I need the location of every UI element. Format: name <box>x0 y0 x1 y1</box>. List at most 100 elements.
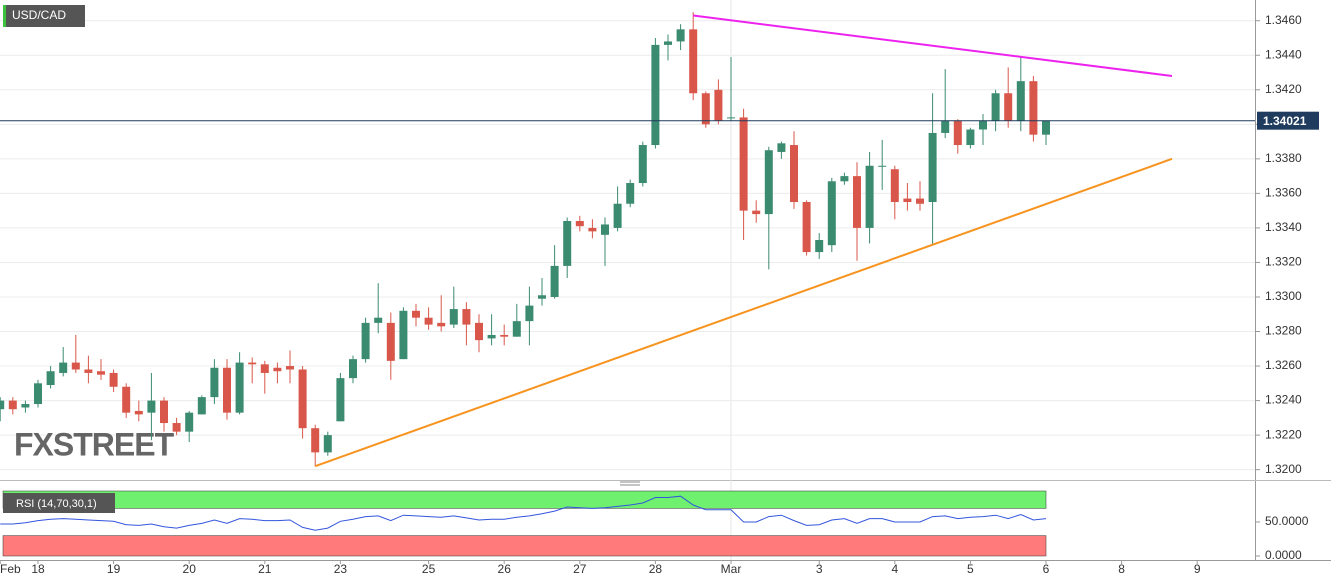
x-tick-label: 28 <box>649 562 663 576</box>
y-tick-label: 1.3460 <box>1265 13 1302 27</box>
trendline <box>693 14 1173 77</box>
candle-body <box>575 221 584 227</box>
y-tick-label: 1.3220 <box>1265 427 1302 441</box>
candle-body <box>563 221 572 266</box>
candle-body <box>97 371 105 375</box>
candle-body <box>739 117 748 211</box>
x-tick-label: 3 <box>816 562 823 576</box>
y-tick-label: 1.3200 <box>1265 462 1302 476</box>
y-tick-label: 1.3300 <box>1265 289 1302 303</box>
candle-body <box>235 362 244 413</box>
candle-body <box>437 322 446 327</box>
panel-handle[interactable] <box>620 481 640 486</box>
x-tick-label: Mar <box>721 562 742 576</box>
x-tick-label: 8 <box>1118 562 1125 576</box>
candle-body <box>777 143 786 152</box>
y-tick-label: 1.3360 <box>1265 186 1302 200</box>
candle-body <box>185 412 194 432</box>
candle-body <box>84 369 93 373</box>
rsi-label-box <box>3 493 115 513</box>
candle-body <box>550 265 559 297</box>
x-tick-label: 6 <box>1043 562 1050 576</box>
y-tick-label: 1.3340 <box>1265 220 1302 234</box>
y-tick-label: 1.3420 <box>1265 82 1302 96</box>
candle-body <box>210 367 219 398</box>
candle-body <box>286 366 294 370</box>
rsi-oversold-zone <box>2 535 1047 557</box>
candle-body <box>941 120 950 133</box>
candle-body <box>374 317 383 323</box>
x-tick-label: 4 <box>891 562 898 576</box>
candle-body <box>487 334 496 339</box>
plot <box>0 12 1173 468</box>
title-box <box>3 5 85 27</box>
candle-body <box>349 359 357 379</box>
candle-body <box>1004 93 1013 121</box>
candle-body <box>59 362 68 373</box>
candle-body <box>815 240 824 253</box>
candle-body <box>853 176 861 228</box>
candle-body <box>676 29 685 42</box>
y-tick-label: 1.3380 <box>1265 151 1302 165</box>
x-tick-label: 25 <box>422 562 436 576</box>
candle-body <box>827 181 836 246</box>
candle-body <box>475 322 483 341</box>
y-tick-label: 1.3260 <box>1265 358 1302 372</box>
candle-body <box>336 378 345 422</box>
watermark: FXSTREET <box>14 426 175 462</box>
x-tick-label: 9 <box>1194 562 1201 576</box>
candle-body <box>248 362 257 365</box>
candle-body <box>34 383 42 405</box>
candle-body <box>764 150 773 215</box>
candle-body <box>689 29 698 94</box>
candle-body <box>160 400 168 424</box>
x-tick-label: Feb <box>0 562 21 576</box>
candle-body <box>638 145 647 184</box>
candle-body <box>71 362 80 370</box>
candle-body <box>109 372 118 387</box>
candle-body <box>147 400 156 413</box>
candle-body <box>197 397 206 415</box>
y-tick-label: 1.3280 <box>1265 324 1302 338</box>
last-price-label: 1.34021 <box>1263 114 1307 128</box>
rsi-label: RSI (14,70,30,1) <box>16 498 97 510</box>
candle-body <box>449 309 458 325</box>
candle-body <box>928 132 937 203</box>
x-tick-label: 21 <box>258 562 272 576</box>
candle-body <box>752 210 761 215</box>
rsi-y-tick-label: 0.0000 <box>1265 548 1302 562</box>
candle-body <box>412 310 420 318</box>
candle-body <box>979 120 987 130</box>
candle-body <box>122 386 131 413</box>
x-tick-label: 27 <box>573 562 587 576</box>
candle-body <box>966 129 975 146</box>
x-tick-label: 26 <box>498 562 512 576</box>
candle-body <box>865 165 874 228</box>
x-tick-label: 18 <box>31 562 45 576</box>
candle-body <box>991 93 1000 121</box>
candle-body <box>903 198 912 203</box>
candle-body <box>802 202 811 253</box>
candle-body <box>626 183 635 204</box>
candle-body <box>361 322 370 360</box>
last-price-box <box>1257 111 1319 130</box>
candle-body <box>21 404 30 408</box>
candle-body <box>0 400 5 410</box>
candle-body <box>790 145 798 203</box>
title-accent <box>3 5 6 27</box>
x-tick-label: 23 <box>334 562 348 576</box>
x-tick-label: 19 <box>107 562 121 576</box>
candle-body <box>134 410 143 415</box>
rsi-overbought-zone <box>2 490 1047 509</box>
candle-body <box>840 176 849 182</box>
x-tick-label: 20 <box>183 562 197 576</box>
chart-title: USD/CAD <box>12 8 66 22</box>
candle-body <box>890 169 899 203</box>
rsi-y-tick-label: 50.0000 <box>1265 514 1309 528</box>
candle-body <box>8 400 17 410</box>
candle-body <box>538 295 546 299</box>
candle-body <box>323 435 332 453</box>
